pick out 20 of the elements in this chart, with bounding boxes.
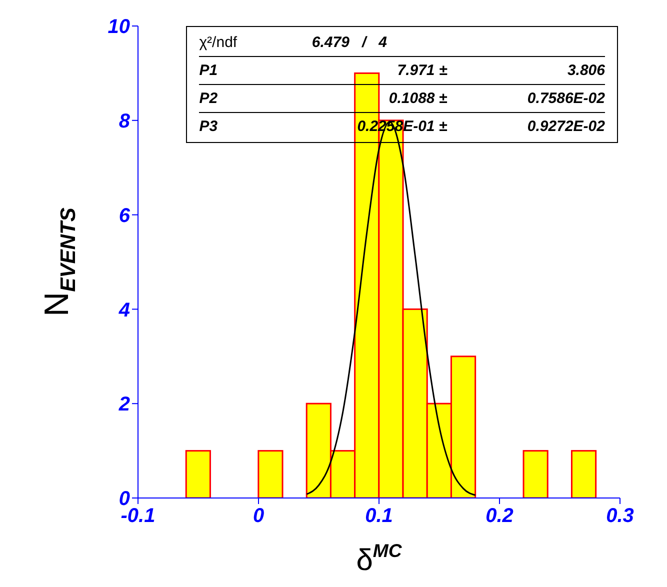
- x-tick-label: 0.3: [606, 505, 634, 528]
- x-tick-label: 0: [252, 505, 264, 528]
- annotation: P2: [199, 89, 219, 109]
- y-tick-label: 10: [108, 16, 130, 38]
- annotation: P3: [199, 117, 219, 137]
- y-tick-label: 4: [118, 299, 130, 322]
- y-tick-label: 2: [118, 394, 130, 416]
- annotation: χ²/ndf: [199, 33, 238, 53]
- x-tick-label: 0.1: [365, 505, 393, 528]
- annotation: 6.479 / 4: [312, 33, 388, 53]
- x-axis-title: δ$^{MC}$: [356, 540, 402, 577]
- annotation: 3.806: [566, 61, 605, 81]
- annotation: 7.971 ±: [396, 61, 448, 81]
- annotation: 0.1088 ±: [388, 89, 448, 109]
- annotation: 0.9272E-02: [526, 117, 605, 137]
- y-tick-label: 6: [118, 204, 131, 227]
- y-tick-label: 8: [118, 110, 131, 132]
- annotation: P1: [199, 61, 219, 81]
- x-tick-label: 0.2: [486, 505, 514, 528]
- annotation: 0.7586E-02: [526, 89, 605, 109]
